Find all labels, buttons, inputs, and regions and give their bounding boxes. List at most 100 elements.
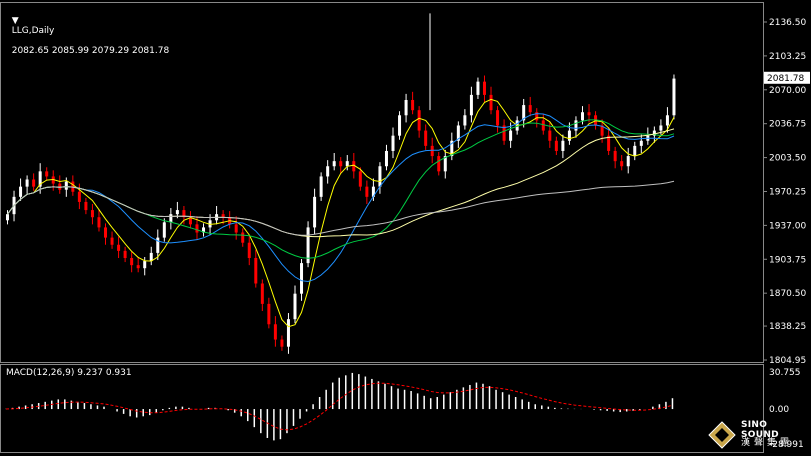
candle-body: [104, 227, 108, 238]
candle-body: [77, 191, 81, 202]
candle-body: [652, 130, 656, 136]
current-price-tag: [764, 71, 810, 84]
candle-body: [378, 166, 382, 187]
candle-body: [554, 140, 558, 151]
candle-body: [202, 227, 206, 233]
price-tick-label: 2070.00: [769, 86, 806, 96]
price-tick-label: 1838.25: [769, 322, 806, 332]
macd-tick-label: -28.991: [769, 440, 804, 450]
candle-body: [84, 201, 88, 211]
candle-body: [260, 283, 264, 304]
price-tick-label: 2036.75: [769, 120, 806, 130]
candle-body: [306, 227, 310, 264]
price-pane-border: [0, 2, 764, 363]
brand-logo: SINO SOUND 漢聲集團: [707, 418, 805, 452]
candle-body: [280, 339, 284, 347]
candle-body: [143, 261, 147, 269]
candle-body: [659, 125, 663, 131]
candle-body: [64, 181, 68, 190]
candle-body: [123, 250, 127, 259]
candle-body: [665, 115, 669, 126]
candle-body: [535, 112, 539, 121]
candle-body: [247, 242, 251, 259]
candle-body: [162, 222, 166, 238]
macd-tick-label: 30.755: [769, 368, 801, 378]
price-axis: 2136.50 2103.25 2070.00 2036.75 2003.50 1970.…: [763, 18, 810, 450]
candle-body: [110, 237, 114, 245]
candle-body: [352, 161, 356, 172]
candle-body: [267, 303, 271, 325]
candle-body: [326, 166, 330, 177]
candle-body: [38, 171, 42, 187]
candle-body: [456, 125, 460, 141]
macd-title: MACD(12,26,9) 9.237 0.931: [6, 368, 132, 378]
price-tick-label: 1870.50: [769, 289, 806, 299]
candle-body: [541, 120, 545, 131]
candle-body: [633, 145, 637, 157]
candle-body: [620, 161, 624, 167]
ma-line-slow: [7, 119, 675, 259]
candle-body: [175, 210, 179, 215]
price-pane: [0, 2, 764, 363]
candle-body: [404, 99, 408, 116]
candle-body: [567, 130, 571, 141]
macd-signal-line: [5, 382, 673, 431]
candle-body: [613, 150, 617, 162]
candle-body: [19, 186, 23, 197]
candle-body: [339, 161, 343, 167]
candle-body: [398, 115, 402, 136]
candle-body: [273, 324, 277, 340]
candle-body: [319, 176, 323, 197]
candle-body: [522, 105, 526, 121]
candle-body: [639, 140, 643, 146]
candle-body: [580, 112, 584, 121]
logo-text: SINO SOUND: [741, 420, 779, 440]
candle-body: [45, 171, 49, 177]
candle-body: [241, 232, 245, 243]
candle-body: [411, 99, 415, 111]
candle-body: [286, 319, 290, 347]
candle-body: [254, 258, 258, 284]
candle-body: [365, 186, 369, 197]
candle-body: [437, 156, 441, 172]
candle-body: [528, 105, 532, 113]
candle-body: [169, 214, 173, 223]
candle-body: [587, 112, 591, 116]
candle-body: [430, 145, 434, 157]
candle-body: [300, 263, 304, 294]
ma-line-longest: [7, 180, 675, 236]
price-tick-label: 1970.25: [769, 187, 806, 197]
current-price-label: 2081.78: [767, 74, 804, 84]
price-tick-label: 1937.00: [769, 221, 806, 231]
candle-body: [130, 258, 134, 266]
candle-body: [672, 78, 676, 116]
candle-body: [97, 217, 101, 228]
candle-body: [221, 214, 225, 218]
price-tick-label: 2003.50: [769, 154, 806, 164]
candle-body: [234, 224, 238, 233]
candle-body: [489, 94, 493, 111]
candle-body: [188, 217, 192, 225]
candle-body: [561, 140, 565, 151]
logo-subtext: 漢聲集團: [741, 438, 794, 448]
symbol-info: ▼ LLG,Daily 2082.65 2085.99 2079.29 2081…: [6, 6, 169, 56]
macd-pane: [0, 364, 764, 453]
price-tick-label: 2103.25: [769, 52, 806, 62]
candle-body: [25, 179, 29, 187]
candle-body: [313, 196, 317, 228]
candle-body: [391, 135, 395, 151]
candle-body: [358, 171, 362, 187]
candle-body: [469, 94, 473, 116]
candle-body: [371, 186, 375, 197]
candle-body: [424, 130, 428, 146]
candle-body: [156, 237, 160, 253]
candle-body: [32, 179, 36, 187]
candle-body: [117, 244, 121, 251]
candle-body: [476, 81, 480, 95]
ma-line-mid: [7, 113, 675, 283]
candle-body: [482, 81, 486, 95]
dropdown-arrow-icon[interactable]: ▼: [11, 16, 19, 26]
ma-line-long: [7, 128, 675, 238]
macd-tick-label: 0.00: [769, 405, 789, 415]
